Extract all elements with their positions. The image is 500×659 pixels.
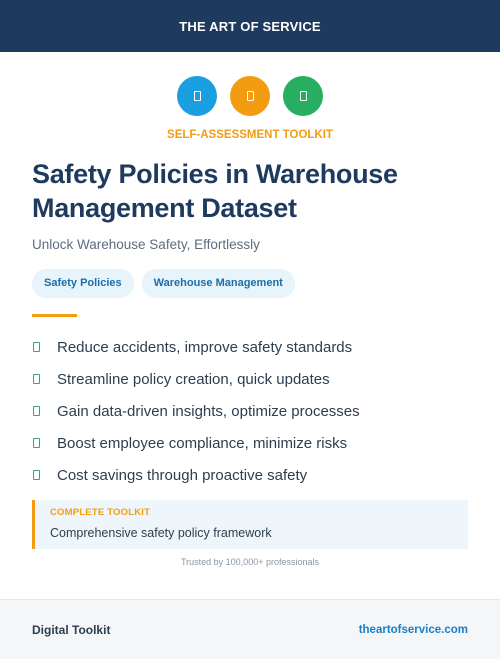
document-icon	[177, 76, 217, 116]
page-title: Safety Policies in Warehouse Management …	[32, 159, 398, 223]
callout-text: Comprehensive safety policy framework	[50, 526, 272, 540]
benefit-text: Cost savings through proactive safety	[57, 466, 308, 484]
brand-title: THE ART OF SERVICE	[179, 18, 321, 34]
check-icon	[33, 342, 40, 352]
document-icon	[230, 76, 270, 116]
tag-list: Safety Policies Warehouse Management	[32, 269, 295, 298]
toolkit-callout: COMPLETE TOOLKIT Comprehensive safety po…	[32, 500, 468, 549]
list-item: Cost savings through proactive safety	[32, 459, 472, 491]
list-item: Reduce accidents, improve safety standar…	[32, 331, 472, 363]
list-item: Gain data-driven insights, optimize proc…	[32, 395, 472, 427]
footer-bar: Digital Toolkit theartofservice.com	[0, 599, 500, 659]
callout-label: COMPLETE TOOLKIT	[50, 507, 151, 518]
icon-row	[0, 76, 500, 116]
tag-safety-policies[interactable]: Safety Policies	[32, 269, 134, 298]
check-icon	[33, 406, 40, 416]
website-link[interactable]: theartofservice.com	[358, 623, 468, 636]
benefit-text: Boost employee compliance, minimize risk…	[57, 434, 348, 452]
header-bar: THE ART OF SERVICE	[0, 0, 500, 52]
benefit-text: Streamline policy creation, quick update…	[57, 370, 330, 388]
document-icon	[283, 76, 323, 116]
list-item: Boost employee compliance, minimize risk…	[32, 427, 472, 459]
accent-divider	[32, 314, 77, 317]
check-icon	[33, 438, 40, 448]
kicker-label: SELF-ASSESSMENT TOOLKIT	[167, 129, 333, 141]
benefit-text: Gain data-driven insights, optimize proc…	[57, 402, 360, 420]
trust-note: Trusted by 100,000+ professionals	[180, 557, 319, 567]
tag-warehouse-management[interactable]: Warehouse Management	[141, 269, 295, 298]
page-subtitle: Unlock Warehouse Safety, Effortlessly	[32, 237, 260, 252]
check-icon	[33, 470, 40, 480]
footer-label: Digital Toolkit	[32, 622, 111, 637]
check-icon	[33, 374, 40, 384]
list-item: Streamline policy creation, quick update…	[32, 363, 472, 395]
benefit-text: Reduce accidents, improve safety standar…	[57, 338, 353, 356]
benefit-list: Reduce accidents, improve safety standar…	[32, 331, 472, 491]
